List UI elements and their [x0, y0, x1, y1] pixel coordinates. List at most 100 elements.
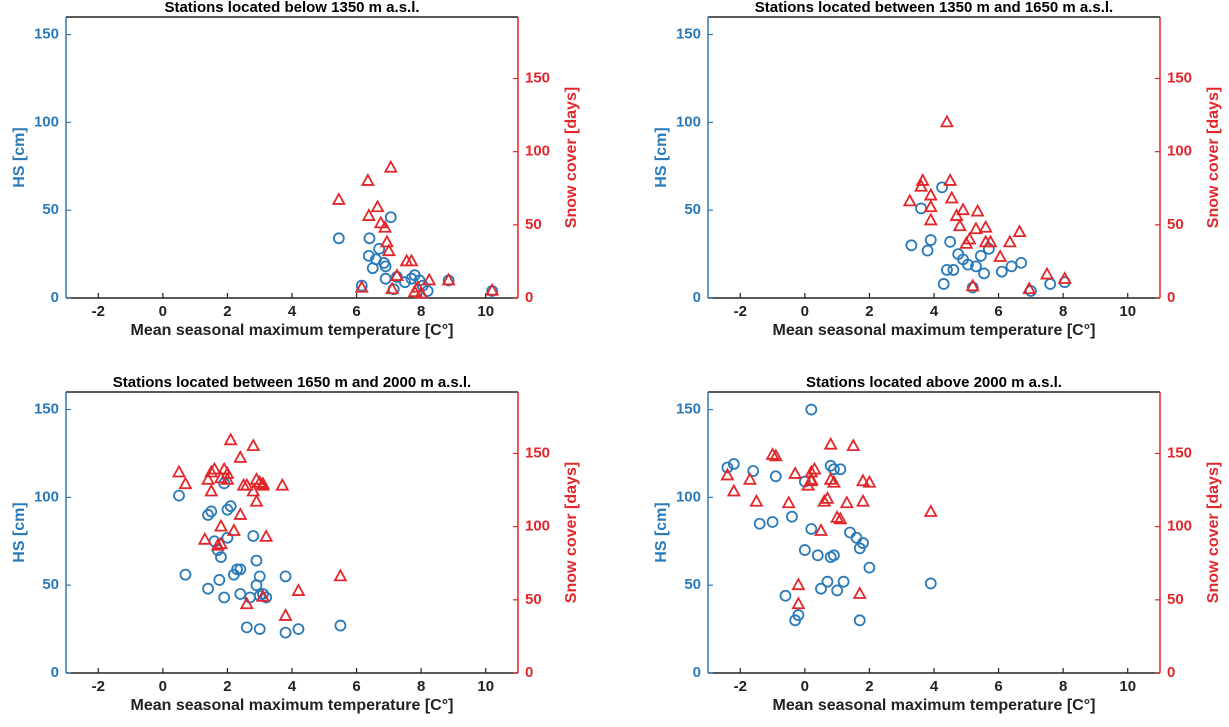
hs-point [974, 249, 987, 262]
x-axis-label: Mean seasonal maximum temperature [C°] [131, 697, 454, 714]
snow-cover-point [1012, 224, 1027, 238]
snow-cover-point [331, 192, 346, 205]
snow-cover-point [720, 467, 735, 481]
hs-point [399, 276, 411, 289]
hs-point [279, 570, 292, 583]
snow-cover-point [233, 507, 248, 520]
y2-axis-label: Snow cover [days] [563, 462, 580, 603]
y-tick-label: 50 [684, 201, 701, 218]
hs-point [221, 531, 234, 544]
y-tick-label: 0 [693, 289, 701, 306]
hs-point [831, 584, 844, 597]
snow-cover-point [962, 231, 977, 245]
snow-cover-point [259, 529, 274, 542]
x-tick-label: 6 [994, 303, 1002, 320]
y-tick-label: 150 [34, 401, 59, 418]
y2-tick-label: 0 [1167, 289, 1175, 306]
snow-cover-point [370, 199, 385, 213]
hs-point [811, 549, 824, 562]
hs-point [332, 232, 345, 245]
snow-cover-point [361, 208, 376, 221]
hs-point [844, 526, 856, 539]
hs-point [857, 537, 869, 549]
y2-tick-label: 50 [525, 216, 542, 233]
snow-cover-point [923, 504, 938, 517]
y2-tick-label: 0 [1167, 664, 1175, 681]
y2-tick-label: 150 [1167, 69, 1192, 86]
hs-point [240, 621, 253, 634]
snow-cover-point [1039, 266, 1055, 280]
snow-cover-point [902, 193, 917, 207]
hs-point [213, 574, 226, 586]
snow-cover-point [204, 464, 219, 478]
y-tick-label: 150 [676, 401, 701, 418]
snow-cover-point [839, 495, 854, 509]
hs-point [828, 463, 840, 476]
snow-cover-point [381, 243, 396, 257]
y-axis-label: HS [cm] [653, 502, 670, 562]
y-axis-label: HS [cm] [653, 127, 670, 187]
hs-point [250, 554, 263, 567]
y-tick-label: 50 [684, 576, 701, 593]
snow-cover-point [804, 473, 819, 487]
y-tick-label: 150 [676, 26, 701, 43]
snow-cover-point [354, 279, 369, 293]
x-tick-label: 6 [352, 303, 360, 320]
snow-cover-point [726, 483, 741, 497]
hs-point [334, 619, 347, 632]
snow-cover-point [1057, 271, 1072, 284]
snow-cover-point [956, 202, 971, 216]
snow-cover-point [278, 608, 293, 621]
snow-cover-point [820, 490, 835, 504]
snow-cover-point [943, 173, 958, 186]
x-tick-label: 4 [288, 303, 297, 320]
snow-cover-point [171, 464, 187, 478]
snow-cover-point [404, 253, 419, 267]
hs-point [205, 505, 218, 518]
y2-tick-label: 150 [1167, 444, 1192, 461]
snow-cover-point [233, 449, 248, 463]
x-tick-label: 2 [865, 678, 873, 695]
hs-point [215, 551, 227, 563]
y2-tick-label: 150 [525, 444, 550, 461]
y-tick-label: 0 [51, 664, 59, 681]
x-tick-label: 4 [930, 678, 939, 695]
snow-cover-point [255, 589, 270, 602]
hs-point [1044, 278, 1057, 290]
hs-point [405, 272, 418, 285]
x-tick-label: 2 [223, 678, 231, 695]
snow-cover-point [923, 199, 938, 213]
hs-point [853, 614, 866, 627]
x-tick-label: -2 [92, 303, 105, 320]
hs-point [721, 461, 734, 474]
x-axis-label: Mean seasonal maximum temperature [C°] [773, 322, 1096, 339]
y2-tick-label: 50 [525, 591, 542, 608]
y-axis-label: HS [cm] [11, 502, 28, 562]
x-tick-label: 6 [994, 678, 1002, 695]
hs-point [202, 582, 214, 595]
x-axis-label: Mean seasonal maximum temperature [C°] [773, 697, 1096, 714]
hs-point [234, 563, 247, 576]
chart-title: Stations located below 1350 m a.s.l. [164, 0, 419, 16]
snow-cover-point [379, 234, 394, 248]
snow-cover-point [373, 215, 388, 229]
hs-point [805, 523, 818, 535]
snow-cover-point [422, 272, 437, 286]
y2-tick-label: 150 [525, 69, 550, 86]
hs-point [970, 260, 982, 273]
hs-point [921, 244, 934, 257]
hs-point [1015, 256, 1028, 269]
hs-point [379, 272, 392, 285]
hs-point [779, 589, 792, 602]
x-tick-label: 8 [1059, 678, 1067, 695]
hs-point [391, 271, 403, 283]
y2-tick-label: 100 [1167, 518, 1192, 535]
snow-cover-point [846, 438, 861, 452]
snow-cover-point [823, 436, 838, 450]
y-tick-label: 100 [676, 488, 701, 505]
hs-point [379, 260, 392, 273]
snow-cover-point [220, 466, 235, 479]
